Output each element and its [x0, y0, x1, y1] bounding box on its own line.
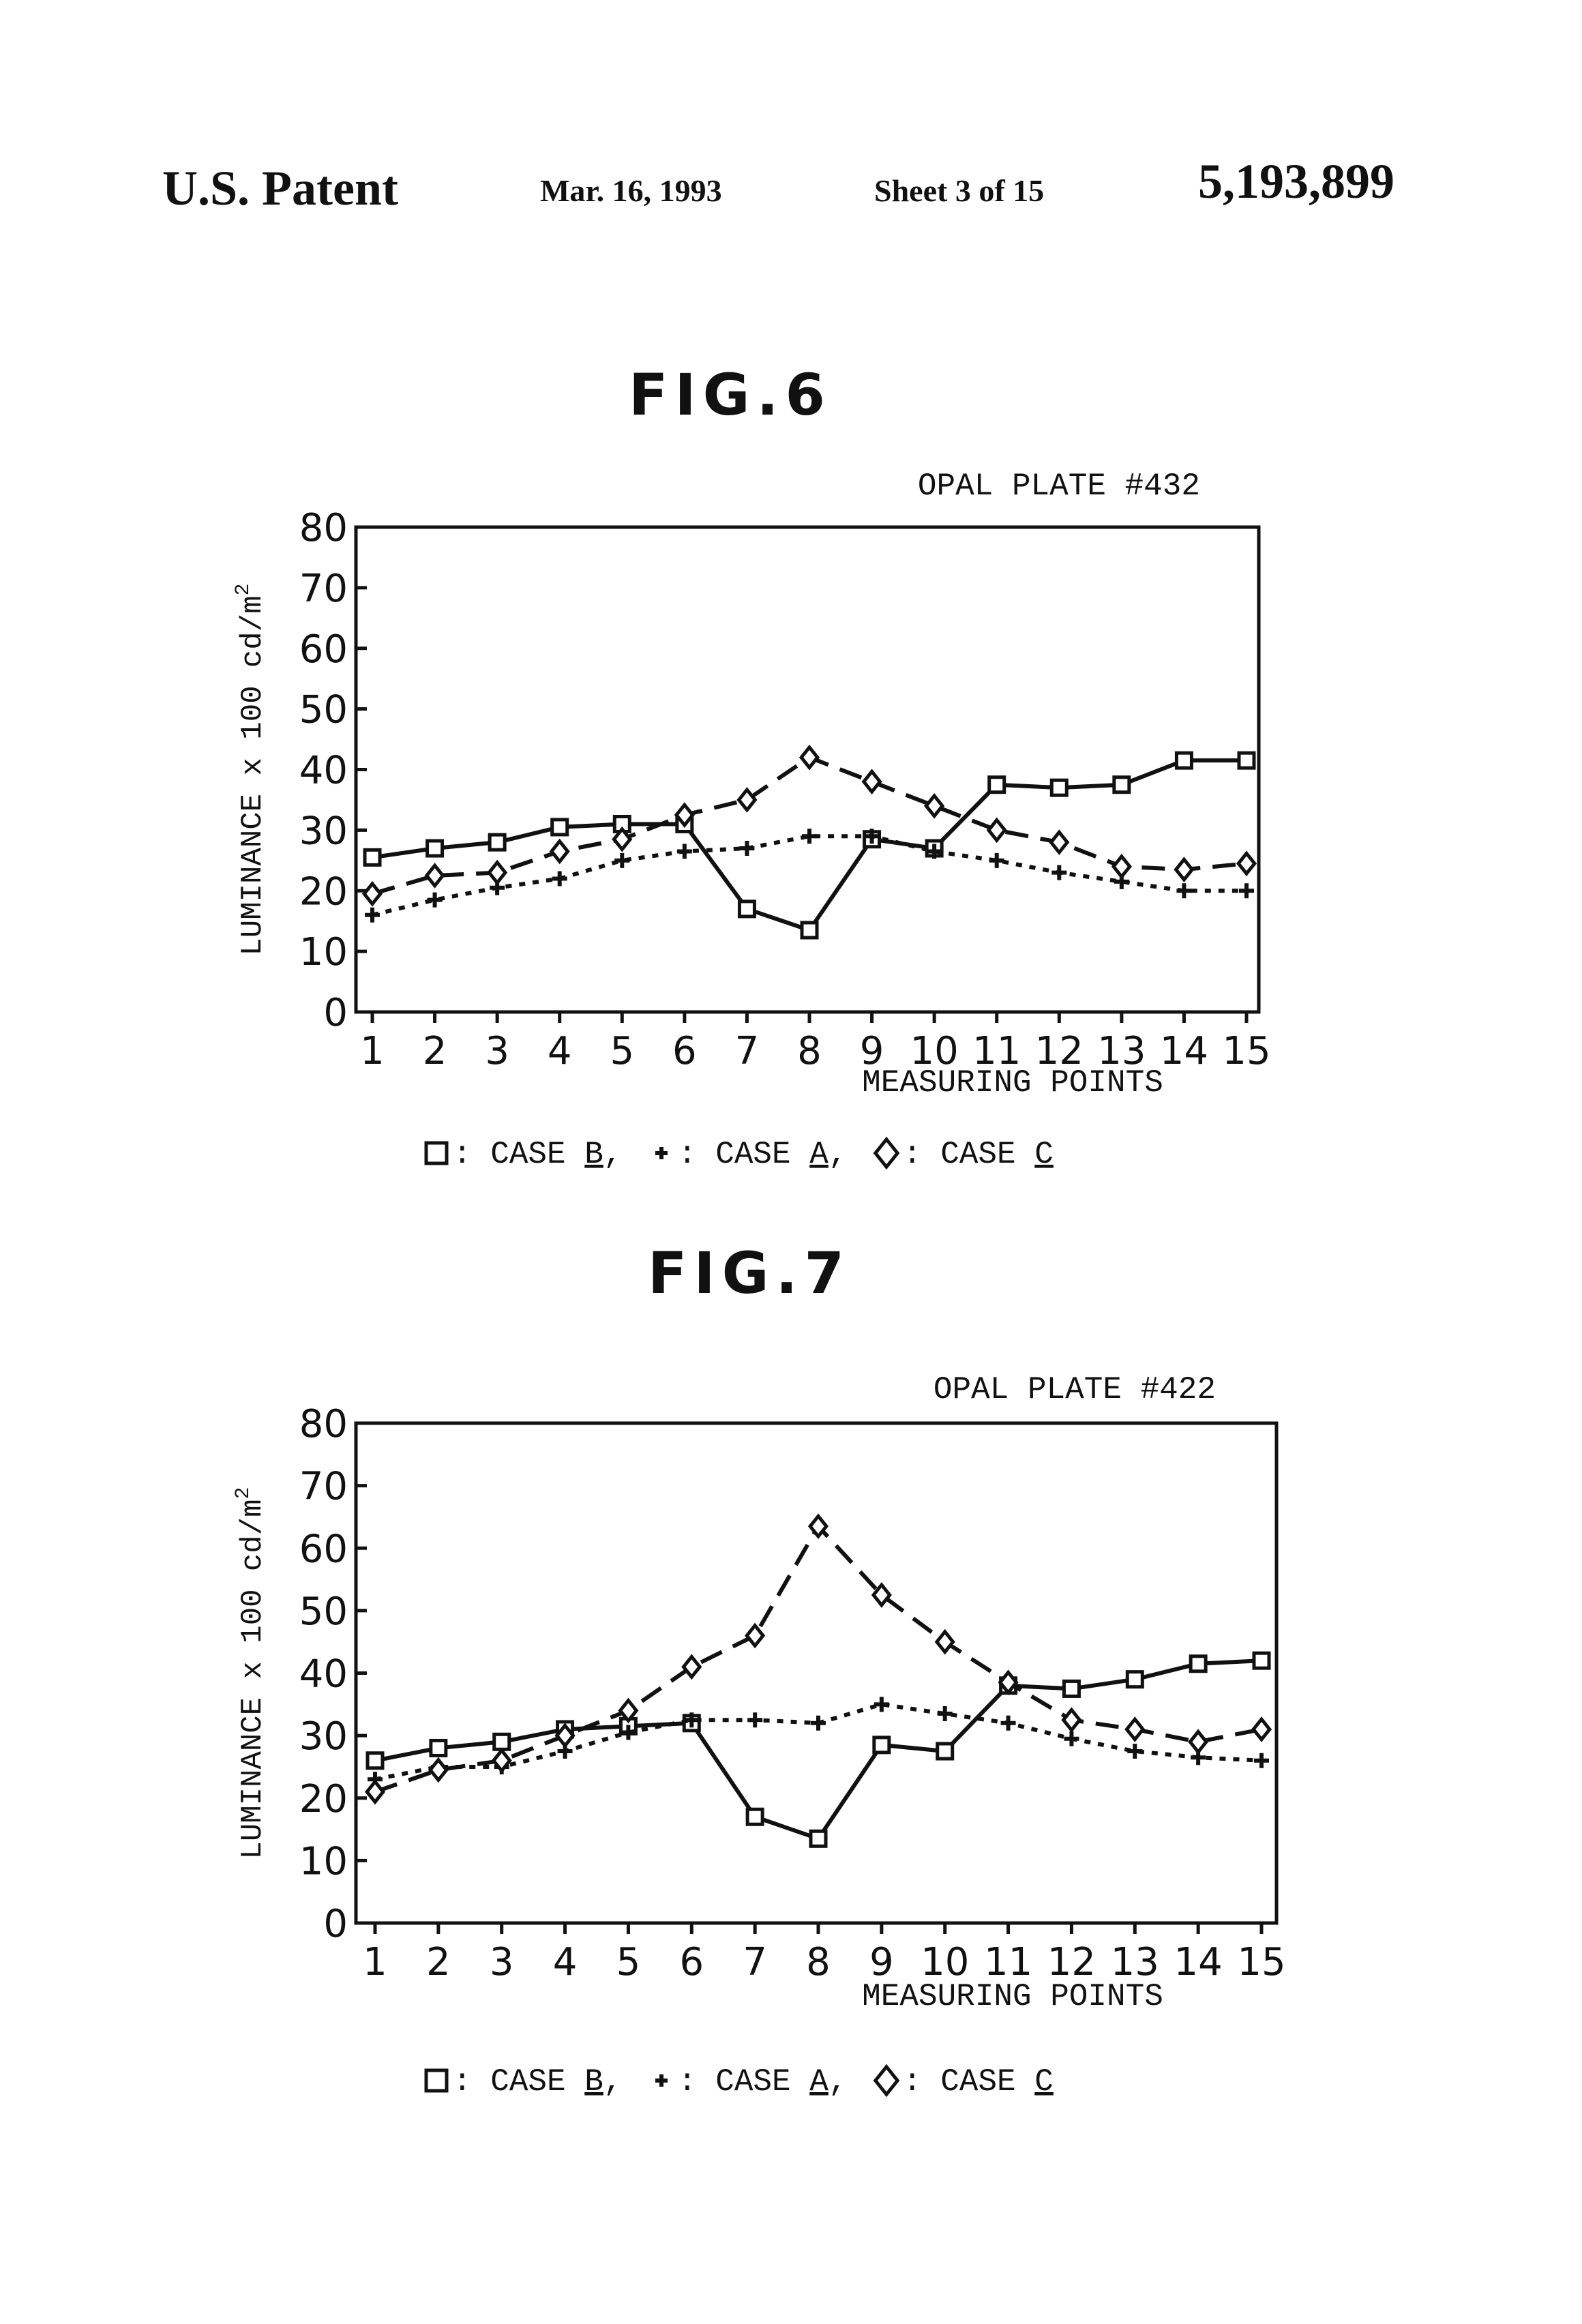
- fig7-xtick-label: 9: [869, 1940, 894, 1984]
- fig7-ytick-label: 80: [299, 1402, 348, 1446]
- fig7-xtick-label: 14: [1174, 1940, 1223, 1984]
- fig7-xtick-label: 4: [553, 1940, 578, 1984]
- fig7-data-point: [1127, 1744, 1142, 1759]
- fig7-legend-marker: [655, 2074, 668, 2087]
- fig7-legend-sep: : CASE: [903, 2064, 1034, 2100]
- fig7-data-point: [430, 1760, 447, 1781]
- fig7-legend: : CASE B,: CASE A,: CASE C: [426, 2064, 1054, 2100]
- fig7-xtick-label: 6: [679, 1940, 704, 1984]
- fig7-ytick-label: 50: [299, 1590, 348, 1634]
- fig7-legend-trail: ,: [829, 2064, 848, 2100]
- fig7-ytick-label: 0: [323, 1902, 348, 1946]
- fig7-data-point: [1190, 1731, 1206, 1752]
- fig7-series-diamond: [367, 1516, 1270, 1802]
- fig7-xtick-label: 15: [1237, 1940, 1285, 1984]
- fig7-y-axis-label: LUMINANCE x 100 cd/m2: [232, 1487, 270, 1859]
- fig7-data-point: [1064, 1731, 1079, 1746]
- fig7-legend-sep: : CASE: [678, 2064, 809, 2100]
- fig7-data-point: [811, 1831, 826, 1846]
- fig7-ytick-label: 60: [299, 1527, 348, 1571]
- fig7-xtick-label: 2: [426, 1940, 451, 1984]
- fig7-ytick-label: 20: [299, 1777, 348, 1821]
- fig7-data-point: [1064, 1710, 1080, 1730]
- fig7-ytick-label: 10: [299, 1839, 348, 1883]
- fig7-data-point: [1253, 1719, 1270, 1740]
- fig7-data-point: [1254, 1653, 1269, 1668]
- fig7-data-point: [747, 1809, 762, 1824]
- fig7-x-axis-label: MEASURING POINTS: [862, 1979, 1163, 2014]
- fig7-xtick-label: 7: [743, 1940, 767, 1984]
- fig7-data-point: [1064, 1681, 1079, 1696]
- fig7-data-point: [683, 1656, 700, 1677]
- fig7-data-point: [367, 1782, 383, 1802]
- fig7-legend-trail: ,: [603, 2064, 623, 2100]
- fig7-data-point: [431, 1740, 446, 1755]
- fig7-xtick-label: 8: [806, 1940, 831, 1984]
- fig7-legend-letter: A: [809, 2064, 829, 2100]
- fig7-data-point: [874, 1697, 889, 1712]
- fig7-chart-title: OPAL PLATE #422: [934, 1372, 1216, 1407]
- fig7-data-point: [747, 1712, 762, 1727]
- fig7-xtick-label: 10: [921, 1940, 969, 1984]
- fig7-data-point: [1254, 1753, 1269, 1768]
- fig7-data-point: [1127, 1672, 1142, 1687]
- fig7-xtick-label: 3: [490, 1940, 514, 1984]
- fig7-data-point: [1126, 1719, 1143, 1740]
- fig7-data-point: [811, 1716, 826, 1731]
- fig7-data-point: [1001, 1716, 1016, 1731]
- fig7-ytick-label: 70: [299, 1465, 348, 1509]
- fig7-legend-label: : CASE B,: [453, 2064, 622, 2100]
- fig7-xtick-label: 13: [1111, 1940, 1159, 1984]
- fig7-xtick-label: 12: [1047, 1940, 1096, 1984]
- fig7-ytick-label: 40: [299, 1652, 348, 1697]
- fig7-legend-sep: : CASE: [453, 2064, 584, 2100]
- fig7-data-point: [494, 1734, 509, 1749]
- fig7-xtick-label: 1: [363, 1940, 387, 1984]
- fig7-data-point: [938, 1744, 953, 1759]
- fig7-data-point: [747, 1626, 763, 1646]
- fig7-legend-label: : CASE A,: [678, 2064, 847, 2100]
- fig7-ytick-label: 30: [299, 1714, 348, 1759]
- fig7-data-point: [874, 1738, 889, 1753]
- figure-7-chart: OPAL PLATE #4220102030405060708012345678…: [0, 0, 1582, 2148]
- fig7-legend-letter: C: [1034, 2064, 1054, 2100]
- fig7-data-point: [368, 1753, 383, 1768]
- fig7-data-point: [937, 1632, 953, 1652]
- fig7-legend-letter: B: [584, 2064, 603, 2100]
- fig7-data-point: [1191, 1656, 1206, 1671]
- fig7-data-point: [938, 1706, 953, 1721]
- fig7-xtick-label: 5: [616, 1940, 641, 1984]
- fig7-legend-marker: [426, 2070, 447, 2091]
- fig7-legend-label: : CASE C: [903, 2064, 1054, 2100]
- fig7-y-axis-label-superscript: 2: [232, 1487, 255, 1499]
- fig7-legend-marker: [876, 2067, 897, 2095]
- fig7-xtick-label: 11: [984, 1940, 1032, 1984]
